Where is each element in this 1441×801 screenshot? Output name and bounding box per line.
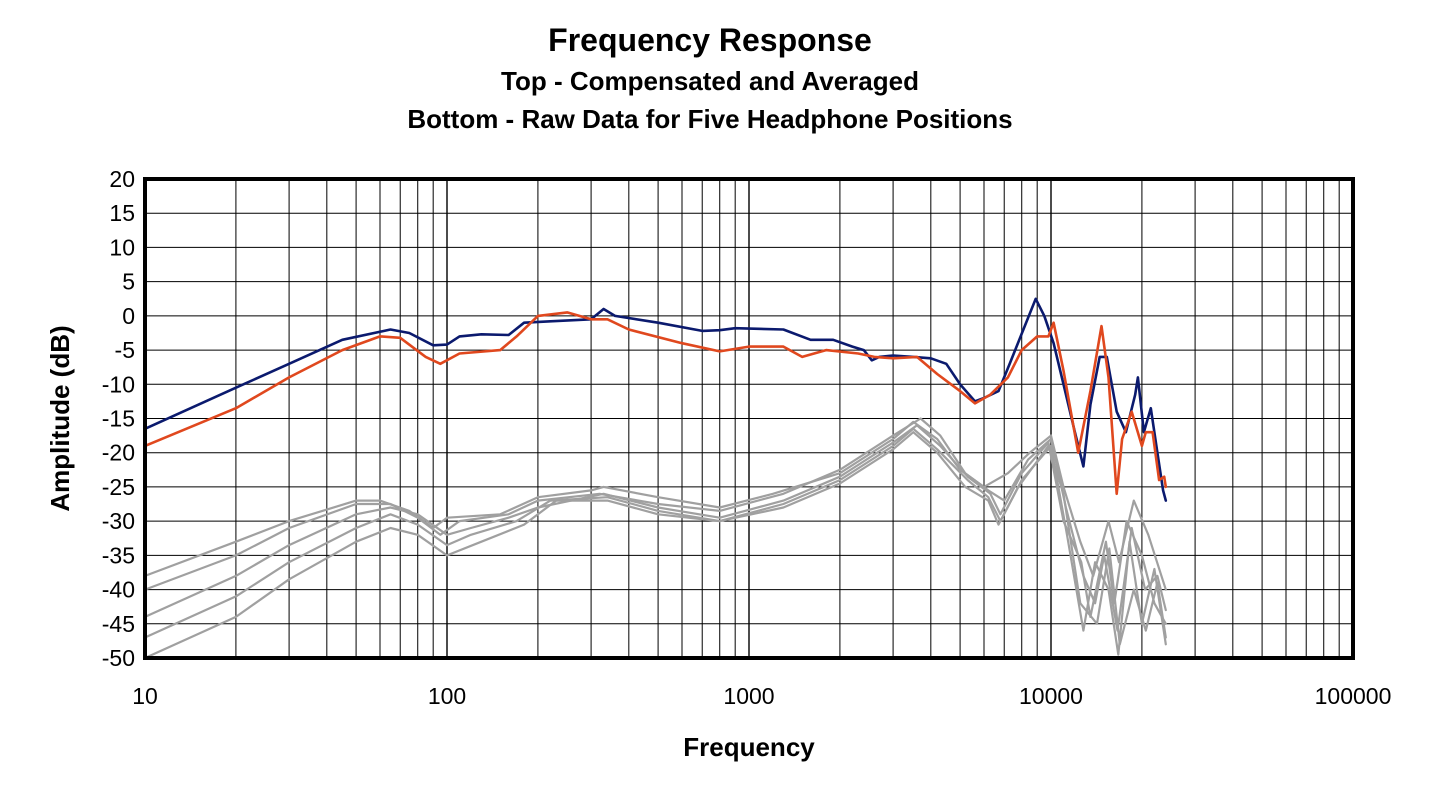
y-axis-label: Amplitude (dB) [45,325,75,511]
y-tick-label: -50 [102,645,135,671]
x-tick-label: 10 [132,683,158,709]
x-tick-label: 1000 [723,683,774,709]
x-tick-label: 100000 [1315,683,1392,709]
y-tick-label: 0 [122,303,135,329]
y-tick-label: -15 [102,406,135,432]
raw-position-line [143,431,1167,660]
raw-position-line [143,417,1167,632]
y-tick-label: -45 [102,611,135,637]
compensated-line [143,311,1168,496]
y-tick-label: 5 [122,269,135,295]
x-axis-label: Frequency [683,732,815,762]
y-tick-label: 15 [109,200,135,226]
y-tick-label: -35 [102,542,135,568]
tick-labels: 20 15 10 5 0 -5 -10 -15 -20 -25 -30 -35 -40 -45 -50 10 1… [102,166,1392,709]
raw-position-line [143,424,1167,625]
y-tick-label: -20 [102,440,135,466]
compensated-line [143,297,1168,502]
chart-subtitle-top: Top - Compensated and Averaged [501,66,919,96]
y-tick-label: 10 [109,234,135,260]
y-tick-label: -25 [102,474,135,500]
y-tick-label: 20 [109,166,135,192]
grid [144,178,1353,659]
chart-subtitle-bottom: Bottom - Raw Data for Five Headphone Pos… [407,104,1013,134]
series-group [143,297,1168,660]
x-tick-label: 100 [428,683,466,709]
y-tick-label: -5 [115,337,135,363]
y-tick-label: -10 [102,371,135,397]
chart-title: Frequency Response [548,22,872,58]
y-tick-label: -30 [102,508,135,534]
x-tick-label: 10000 [1019,683,1083,709]
y-tick-label: -40 [102,577,135,603]
raw-position-line [143,427,1167,656]
plot-frame [143,177,1355,660]
